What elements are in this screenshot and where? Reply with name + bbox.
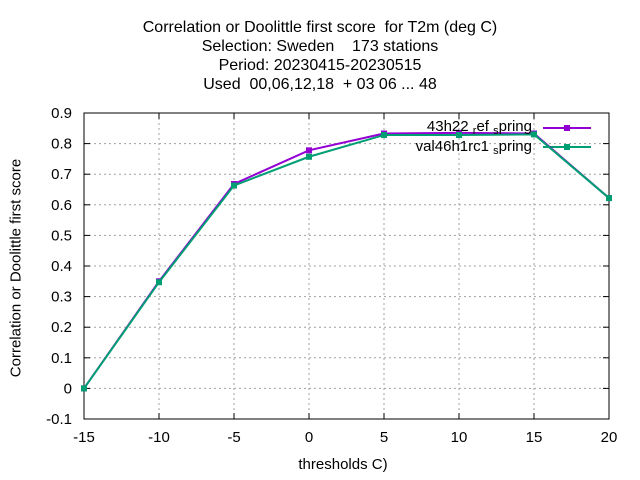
legend-label-series-1: 43h22 ref spring (426, 118, 532, 137)
data-point-series-2 (531, 131, 537, 138)
x-tick-label: -15 (73, 429, 95, 446)
data-point-series-2 (606, 195, 612, 202)
data-point-series-2 (231, 182, 237, 189)
y-tick-label: 0 (64, 380, 72, 397)
data-point-series-2 (456, 132, 462, 139)
legend-label-series-2: val46h1rc1 spring (415, 138, 532, 157)
x-tick-label: 15 (526, 429, 543, 446)
data-point-series-1 (306, 147, 312, 154)
series-line-2 (83, 133, 610, 389)
y-tick-label: 0.9 (51, 105, 72, 122)
x-tick-label: 20 (601, 429, 618, 446)
data-point-series-2 (306, 153, 312, 160)
title-line-1: Correlation or Doolittle first score for… (142, 19, 498, 36)
y-tick-label: 0.6 (51, 197, 72, 214)
x-axis-label: thresholds C) (298, 456, 388, 473)
y-tick-label: 0.1 (51, 350, 72, 367)
y-tick-label: 0.2 (51, 319, 72, 336)
title-line-3: Period: 20230415-20230515 (218, 57, 422, 74)
y-tick-label: 0.4 (51, 258, 72, 275)
data-point-series-2 (381, 132, 387, 139)
x-tick-label: -10 (148, 429, 170, 446)
y-tick-label: -0.1 (46, 411, 72, 428)
title-line-2: Selection: Sweden 173 stations (201, 38, 439, 55)
legend-marker-series-2 (564, 144, 570, 150)
y-tick-label: 0.8 (51, 136, 72, 153)
data-point-series-2 (81, 385, 87, 392)
y-axis-label: Correlation or Doolittle first score (7, 158, 25, 378)
title-line-4: Used 00,06,12,18 + 03 06 ... 48 (203, 76, 437, 93)
y-tick-label: 0.5 (51, 227, 72, 244)
x-tick-label: 10 (451, 429, 468, 446)
x-tick-label: 5 (380, 429, 388, 446)
data-point-series-2 (156, 279, 162, 286)
y-tick-label: 0.3 (51, 289, 72, 306)
y-tick-label: 0.7 (51, 166, 72, 183)
x-tick-label: -5 (227, 429, 240, 446)
legend-marker-series-1 (564, 125, 570, 131)
series-line-1 (83, 131, 610, 389)
x-tick-label: 0 (305, 429, 313, 446)
